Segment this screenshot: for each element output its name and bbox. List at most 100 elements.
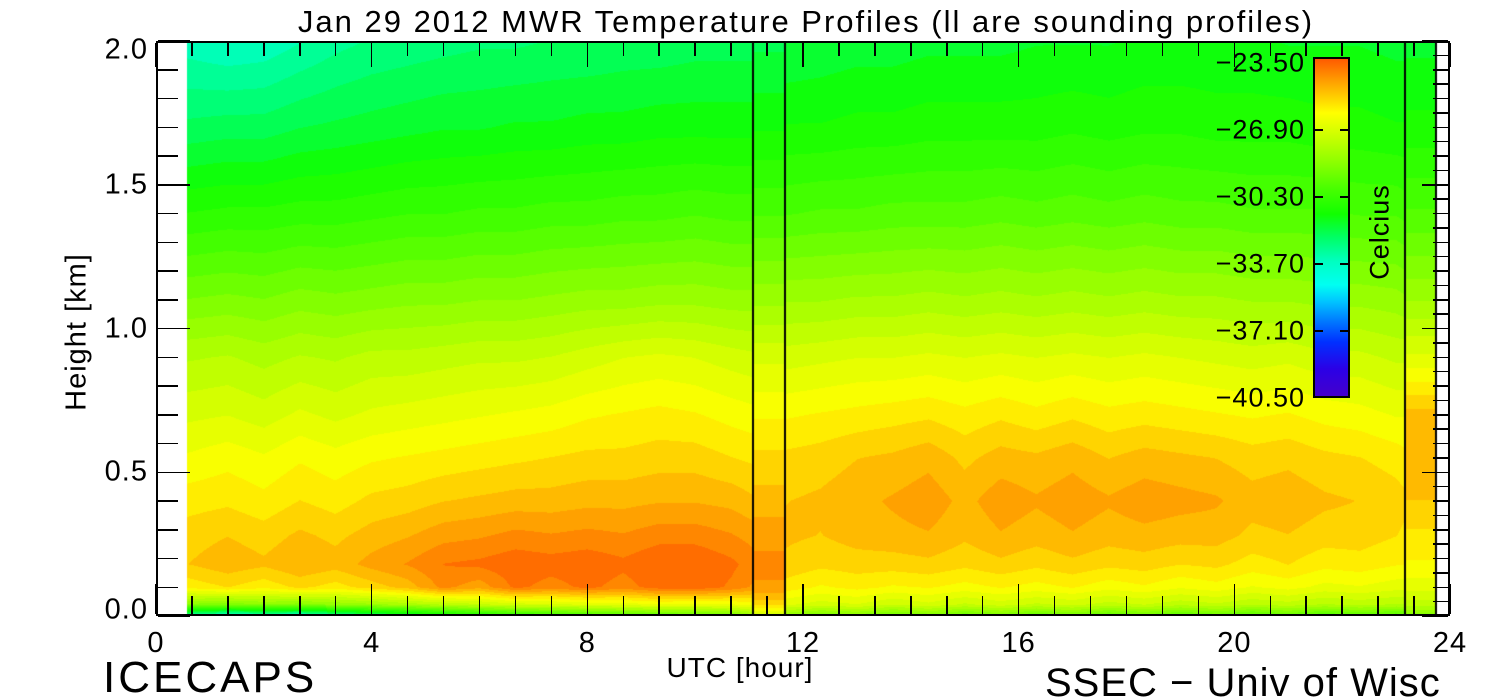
axis-tick — [158, 97, 178, 100]
axis-tick — [1125, 596, 1128, 614]
axis-tick — [158, 442, 178, 445]
axis-tick — [1161, 596, 1164, 614]
axis-tick — [1413, 43, 1415, 56]
axis-tick — [1433, 54, 1448, 57]
axis-tick — [1269, 43, 1272, 56]
axis-tick — [1197, 43, 1200, 56]
axis-tick — [1197, 596, 1200, 614]
axis-tick — [658, 43, 660, 56]
axis-tick — [158, 184, 190, 186]
axis-tick — [622, 596, 625, 614]
axis-tick — [910, 596, 912, 614]
axis-tick — [191, 43, 193, 56]
axis-tick — [622, 43, 625, 56]
x-tick-label: 8 — [578, 627, 596, 659]
axis-tick — [514, 596, 517, 614]
axis-tick — [155, 43, 157, 67]
axis-tick — [1422, 615, 1448, 617]
colorbar-tick — [1315, 262, 1323, 265]
axis-tick — [550, 596, 553, 614]
axis-tick — [1433, 255, 1448, 258]
axis-tick — [694, 43, 696, 56]
axis-tick — [1377, 596, 1379, 614]
axis-tick — [1125, 43, 1128, 56]
axis-tick — [1433, 572, 1448, 574]
axis-tick — [370, 43, 373, 67]
axis-tick — [1422, 184, 1448, 186]
axis-tick — [1433, 543, 1448, 545]
x-tick-label: 20 — [1217, 627, 1252, 659]
axis-tick — [299, 596, 301, 614]
axis-tick — [1341, 43, 1343, 56]
y-tick-label: 1.0 — [104, 312, 148, 344]
axis-tick — [946, 596, 948, 614]
axis-tick — [1233, 584, 1236, 614]
colorbar-tick — [1315, 129, 1323, 132]
x-tick-label: 24 — [1432, 627, 1468, 659]
axis-tick — [838, 596, 840, 614]
temperature-heatmap-canvas — [156, 41, 1450, 616]
axis-tick — [766, 43, 768, 56]
axis-tick — [838, 43, 840, 56]
axis-tick — [158, 155, 178, 157]
colorbar-tick-label: −40.50 — [1215, 382, 1305, 413]
axis-tick — [514, 43, 517, 56]
axis-tick — [406, 596, 409, 614]
axis-tick — [1422, 471, 1448, 473]
axis-tick — [158, 615, 190, 617]
axis-tick — [158, 126, 178, 128]
colorbar-tick — [1340, 129, 1348, 132]
axis-tick — [1433, 342, 1448, 344]
axis-tick — [586, 584, 589, 614]
axis-tick — [1433, 370, 1448, 373]
axis-tick — [1433, 126, 1448, 128]
axis-tick — [1422, 40, 1448, 42]
y-tick-label: 0.5 — [104, 455, 148, 488]
axis-tick — [158, 471, 190, 473]
axis-tick — [981, 43, 984, 56]
x-tick-label: 16 — [1001, 627, 1036, 659]
axis-tick — [730, 596, 732, 614]
axis-tick — [802, 43, 804, 67]
axis-tick — [1089, 43, 1092, 56]
axis-tick — [1413, 596, 1415, 614]
axis-tick — [1433, 83, 1448, 85]
axis-tick — [158, 557, 178, 560]
axis-tick — [1433, 385, 1448, 387]
axis-tick — [158, 385, 178, 387]
colorbar-tick-label: −33.70 — [1215, 248, 1305, 279]
x-tick-label: 12 — [785, 627, 821, 659]
axis-tick — [263, 596, 265, 614]
axis-tick — [1433, 399, 1448, 402]
axis-tick — [874, 596, 876, 614]
axis-tick — [586, 43, 589, 67]
axis-tick — [1053, 43, 1056, 56]
y-tick-label: 0.0 — [104, 593, 148, 626]
axis-tick — [1433, 442, 1448, 445]
axis-tick — [334, 596, 337, 614]
chart-title: Jan 29 2012 MWR Temperature Profiles (ll… — [297, 4, 1315, 39]
axis-tick — [1377, 43, 1379, 56]
axis-tick — [658, 596, 660, 614]
axis-tick — [874, 43, 876, 56]
axis-tick — [730, 43, 732, 56]
axis-tick — [946, 43, 948, 56]
axis-tick — [158, 356, 178, 358]
axis-tick — [406, 43, 409, 56]
axis-tick — [1433, 140, 1448, 143]
colorbar-tick-label: −37.10 — [1215, 315, 1305, 346]
axis-tick — [1161, 43, 1164, 56]
x-axis-label: UTC [hour] — [666, 652, 814, 683]
axis-tick — [766, 596, 768, 614]
axis-tick — [1433, 428, 1448, 430]
institution-text: SSEC − Univ of Wisc — [1045, 661, 1441, 700]
axis-tick — [158, 69, 178, 71]
axis-tick — [1433, 600, 1448, 603]
axis-tick — [478, 43, 481, 56]
axis-tick — [158, 270, 178, 272]
x-tick-label: 4 — [363, 627, 381, 659]
axis-tick — [158, 299, 178, 301]
colorbar-tick — [1340, 195, 1348, 198]
axis-tick — [1433, 270, 1448, 272]
